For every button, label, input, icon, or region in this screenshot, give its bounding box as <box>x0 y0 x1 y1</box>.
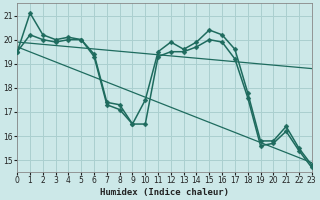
X-axis label: Humidex (Indice chaleur): Humidex (Indice chaleur) <box>100 188 229 197</box>
